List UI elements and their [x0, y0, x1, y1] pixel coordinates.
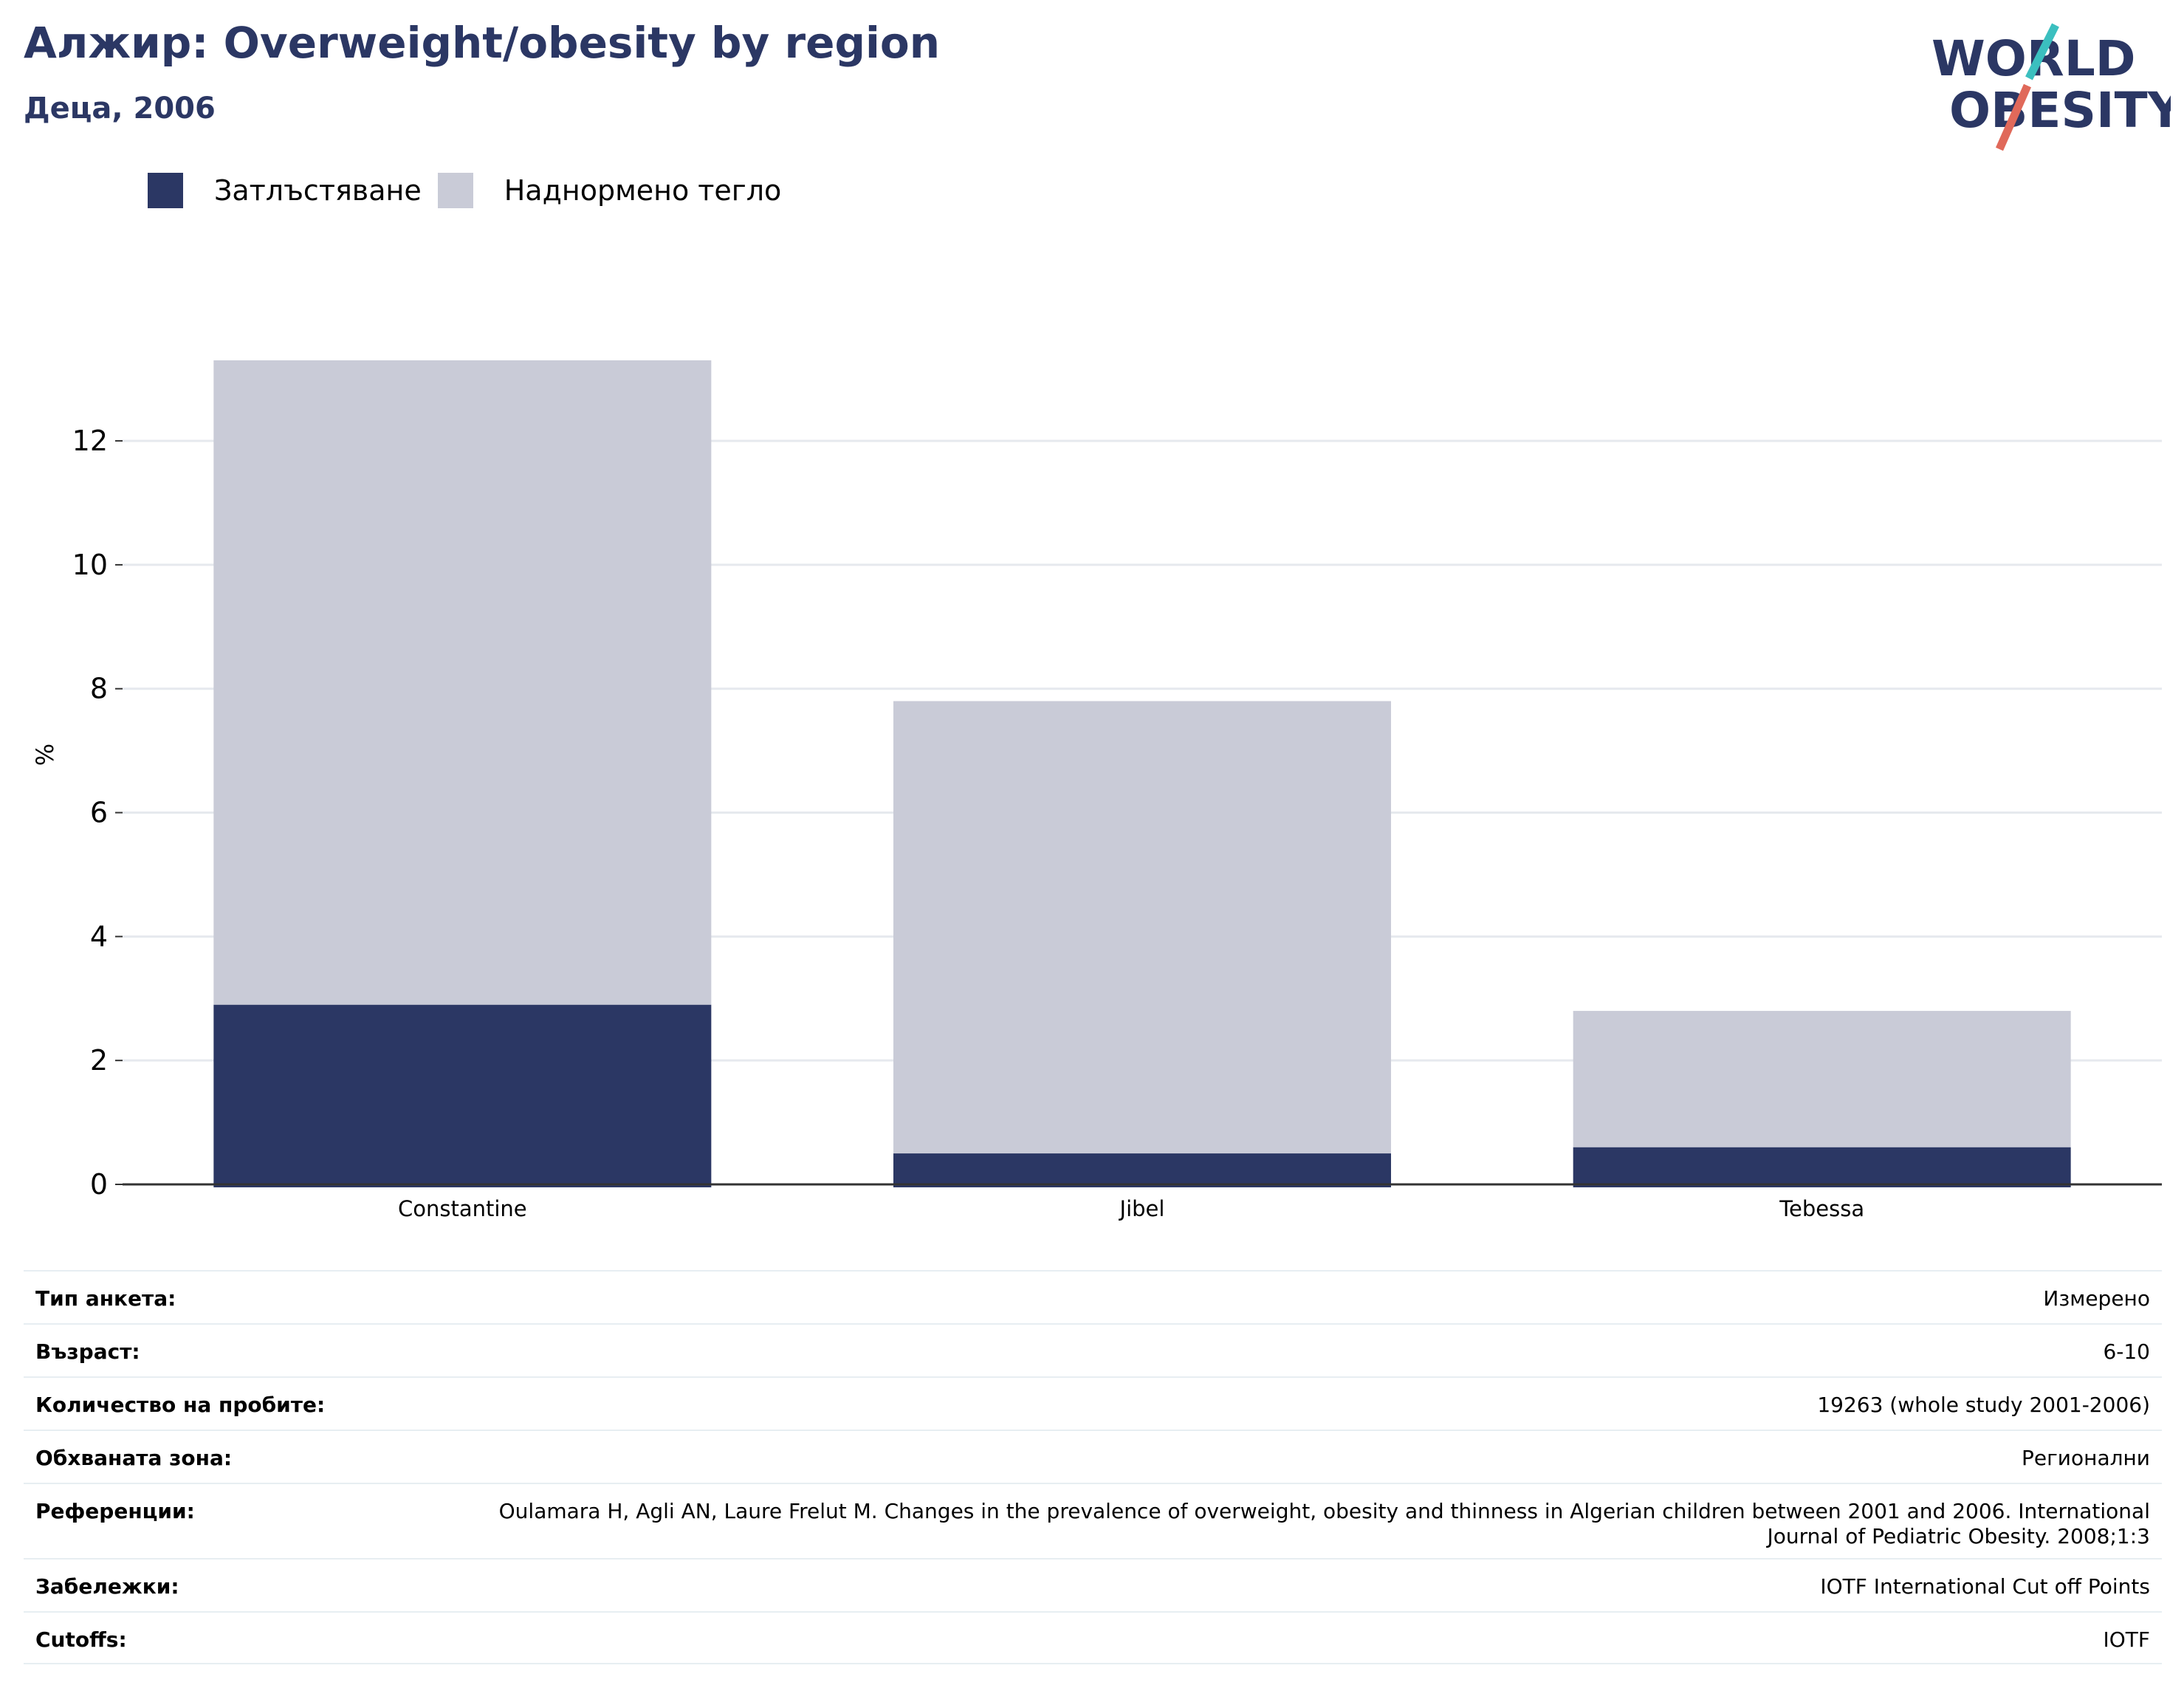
info-label: Cutoffs:: [35, 1627, 127, 1652]
y-tick-label: 4: [90, 920, 108, 953]
bar-chart: 0 2 4 6 8 10 12 Constantine Jibel Tebessa %: [31, 360, 2162, 1221]
logo-slash-teal: [2025, 23, 2059, 80]
bar-overweight-tebessa[interactable]: [1573, 1011, 2071, 1147]
x-tick-label: Jibel: [1119, 1196, 1165, 1221]
info-value: Oulamara H, Agli AN, Laure Frelut M. Cha…: [498, 1499, 2150, 1548]
x-tick-label: Constantine: [398, 1196, 527, 1221]
y-tick-label: 12: [72, 425, 108, 457]
info-row-sample-size: Количество на пробите: 19263 (whole stud…: [24, 1376, 2162, 1430]
y-tick-label: 0: [90, 1168, 108, 1201]
info-row-age: Възраст: 6-10: [24, 1323, 2162, 1376]
y-tick-label: 8: [90, 673, 108, 705]
info-row-area: Обхваната зона: Регионални: [24, 1430, 2162, 1483]
info-value: IOTF: [2103, 1627, 2150, 1652]
info-value: Измерено: [2043, 1286, 2150, 1311]
info-value: 19263 (whole study 2001-2006): [1817, 1393, 2150, 1417]
bar-obesity-tebessa[interactable]: [1573, 1147, 2071, 1187]
chart-subtitle: Деца, 2006: [24, 92, 216, 126]
info-label: Референции:: [35, 1499, 195, 1523]
info-row-notes: Забележки: IOTF International Cut off Po…: [24, 1558, 2162, 1611]
y-axis-label: %: [31, 744, 59, 766]
axes: 0 2 4 6 8 10 12 Constantine Jibel Tebessa: [72, 425, 2162, 1221]
x-tick-label: Tebessa: [1779, 1196, 1864, 1221]
bars: [213, 360, 2071, 1187]
chart-legend: Затлъстяване Наднормено тегло: [148, 170, 797, 211]
legend-label-obesity: Затлъстяване: [214, 174, 422, 207]
info-label: Тип анкета:: [35, 1286, 176, 1311]
logo-slash-red: [1995, 83, 2032, 151]
info-row-cutoffs: Cutoffs: IOTF: [24, 1611, 2162, 1664]
info-value: 6-10: [2103, 1339, 2150, 1364]
legend-swatch-obesity: [148, 173, 183, 208]
info-label: Обхваната зона:: [35, 1446, 233, 1470]
legend-label-overweight: Наднормено тегло: [504, 174, 782, 207]
info-row-references: Референции: Oulamara H, Agli AN, Laure F…: [24, 1483, 2162, 1558]
legend-item-overweight[interactable]: Наднормено тегло: [437, 173, 782, 208]
survey-info-table: Тип анкета: Измерено Възраст: 6-10 Колич…: [24, 1270, 2162, 1664]
info-value: IOTF International Cut off Points: [1820, 1574, 2150, 1599]
info-label: Количество на пробите:: [35, 1393, 326, 1417]
bar-obesity-jibel[interactable]: [893, 1153, 1391, 1187]
logo-text-obesity: OBESITY: [1949, 82, 2171, 139]
chart-title: Алжир: Overweight/obesity by region: [24, 18, 941, 68]
info-value: Регионални: [2021, 1446, 2150, 1470]
info-label: Забележки:: [35, 1574, 179, 1599]
bar-overweight-jibel[interactable]: [893, 701, 1391, 1154]
bar-obesity-constantine[interactable]: [213, 1004, 712, 1187]
y-tick-label: 2: [90, 1044, 108, 1077]
legend-swatch-overweight: [437, 173, 473, 208]
y-tick-label: 6: [90, 797, 108, 829]
info-label: Възраст:: [35, 1339, 140, 1364]
legend-item-obesity[interactable]: Затлъстяване: [148, 173, 422, 208]
world-obesity-logo: WORLD OBESITY: [1931, 23, 2171, 151]
bar-overweight-constantine[interactable]: [213, 360, 712, 1005]
y-tick-label: 10: [72, 549, 108, 581]
info-row-survey-type: Тип анкета: Измерено: [24, 1270, 2162, 1323]
